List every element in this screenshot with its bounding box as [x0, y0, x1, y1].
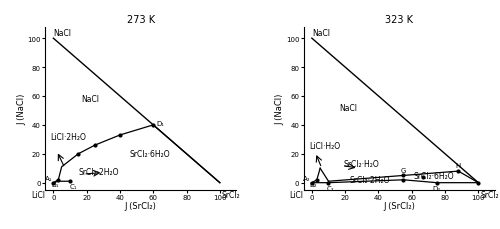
Title: 323 K: 323 K [386, 15, 413, 25]
Text: LiCl·2H₂O: LiCl·2H₂O [50, 132, 86, 141]
Text: NaCl: NaCl [340, 104, 357, 112]
Text: D₁: D₁ [156, 121, 164, 127]
Text: NaCl: NaCl [81, 95, 99, 104]
Text: SrCl₂: SrCl₂ [222, 190, 240, 199]
Y-axis label: J (NaCl): J (NaCl) [17, 93, 26, 124]
Y-axis label: J (NaCl): J (NaCl) [276, 93, 284, 124]
Text: NaCl: NaCl [312, 29, 330, 38]
Text: D₂: D₂ [432, 186, 441, 192]
Text: C₁: C₁ [70, 183, 77, 189]
X-axis label: J (SrCl₂): J (SrCl₂) [384, 202, 415, 210]
Text: C₂: C₂ [326, 186, 334, 192]
Text: LiCl·H₂O: LiCl·H₂O [310, 141, 340, 150]
Text: LiCl: LiCl [31, 190, 45, 199]
Text: SrCl₂·6H₂O: SrCl₂·6H₂O [413, 171, 454, 180]
Text: H: H [456, 163, 461, 169]
Text: A₁: A₁ [44, 176, 52, 182]
Text: G: G [400, 167, 406, 173]
Text: NaCl: NaCl [54, 29, 72, 38]
X-axis label: J (SrCl₂): J (SrCl₂) [125, 202, 156, 210]
Text: B₂: B₂ [310, 181, 318, 187]
Text: LiCl: LiCl [290, 190, 304, 199]
Title: 273 K: 273 K [126, 15, 155, 25]
Text: SrCl₂·2H₂O: SrCl₂·2H₂O [350, 175, 391, 185]
Text: SrCl₂·6H₂O: SrCl₂·6H₂O [130, 150, 170, 158]
Text: SrCl₂·2H₂O: SrCl₂·2H₂O [78, 167, 118, 176]
Text: SrCl₂: SrCl₂ [480, 190, 498, 199]
Text: SrCl₂·H₂O: SrCl₂·H₂O [344, 160, 380, 169]
Text: A₂: A₂ [303, 176, 310, 182]
Text: B₁: B₁ [51, 181, 59, 187]
